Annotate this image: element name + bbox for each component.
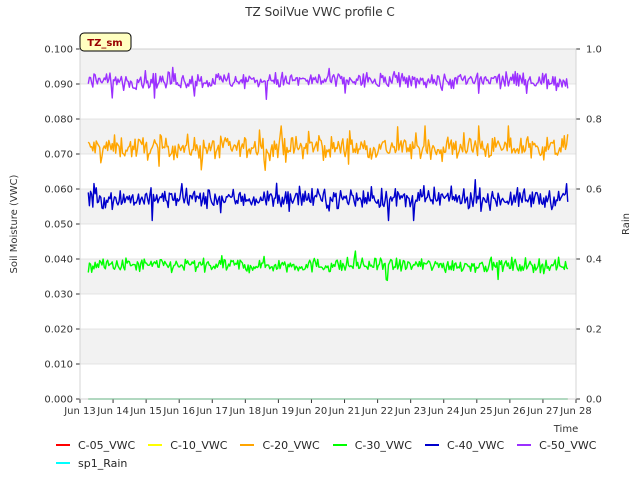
plot-frame: [79, 48, 577, 400]
y-tick-label: 0.000: [44, 395, 73, 406]
grid-band: [80, 329, 576, 364]
legend-label: C-10_VWC: [170, 438, 228, 452]
chart-title: TZ SoilVue VWC profile C: [244, 5, 395, 19]
x-tick-label: Jun 16: [162, 406, 195, 417]
y-tick-label: 0.100: [44, 45, 73, 56]
legend-label: C-50_VWC: [539, 438, 597, 452]
y2-tick-label: 0.2: [586, 325, 602, 336]
y-tick-label: 0.040: [44, 255, 73, 266]
y2-axis-label: Rain: [621, 213, 632, 235]
y-tick-label: 0.030: [44, 290, 73, 301]
y-tick-label: 0.090: [44, 80, 73, 91]
legend-item: sp1_Rain: [56, 457, 127, 470]
y2-tick-label: 0.0: [586, 395, 602, 406]
series-line-C-20_VWC: [87, 125, 569, 171]
legend-label: C-40_VWC: [446, 438, 505, 452]
x-tick-label: Jun 22: [361, 406, 394, 417]
legend-label: sp1_Rain: [78, 456, 128, 470]
legend-label: C-05_VWC: [78, 438, 136, 452]
x-tick-label: Jun 14: [96, 406, 129, 417]
legend-item: C-30_VWC: [332, 438, 412, 452]
legend-item: C-50_VWC: [517, 439, 596, 452]
y-tick-label: 0.050: [44, 220, 73, 231]
y-tick-label: 0.080: [44, 115, 73, 126]
series-line-C-40_VWC: [87, 179, 569, 222]
y2-tick-label: 0.8: [586, 115, 602, 126]
x-axis-label: Time: [553, 424, 578, 435]
annotation-box: [79, 32, 132, 52]
legend-swatch: [240, 444, 255, 446]
annotation-text: TZ_sm: [87, 38, 122, 49]
legend-label: C-20_VWC: [262, 438, 320, 452]
x-tick-label: Jun 20: [295, 406, 328, 417]
x-tick-label: Jun 25: [460, 406, 493, 417]
series-line-C-30_VWC: [87, 250, 569, 282]
y-tick-label: 0.070: [44, 150, 73, 161]
legend-item: C-05_VWC: [56, 439, 135, 452]
station-annotation: TZ_sm: [79, 32, 132, 52]
y2-tick-label: 0.6: [586, 185, 602, 196]
legend-swatch: [332, 444, 347, 446]
y2-tick-label: 1.0: [586, 45, 602, 56]
x-tick-label: Jun 15: [129, 406, 162, 417]
legend-swatch: [517, 444, 532, 446]
legend-row: sp1_Rain: [56, 454, 616, 472]
x-tick-label: Jun 24: [427, 406, 460, 417]
x-tick-label: Jun 21: [328, 406, 361, 417]
legend-item: C-20_VWC: [240, 438, 320, 452]
legend-swatch: [424, 444, 439, 446]
legend-swatch: [56, 444, 70, 446]
axes: 0.000 0.010 0.020 0.030 0.040 0.050 0.060 0.070…: [44, 45, 602, 418]
legend-swatch: [148, 444, 163, 446]
legend-row: C-05_VWC C-10_VWC C-20_VWC C-30_VWC C-40_VWC…: [56, 436, 616, 454]
x-tick-label: Jun 27: [526, 406, 559, 417]
y-tick-label: 0.010: [44, 360, 73, 371]
legend-label: C-30_VWC: [354, 438, 412, 452]
x-tick-label: Jun 13: [63, 406, 96, 417]
legend-item: C-40_VWC: [424, 438, 505, 452]
y2-tick-label: 0.4: [586, 255, 602, 266]
x-tick-label: Jun 19: [262, 406, 295, 417]
x-tick-label: Jun 18: [229, 406, 262, 417]
x-tick-label: Jun 28: [559, 406, 592, 417]
x-tick-label: Jun 17: [196, 406, 229, 417]
legend: C-05_VWC C-10_VWC C-20_VWC C-30_VWC C-40_VWC…: [56, 436, 616, 472]
y-tick-label: 0.020: [44, 325, 73, 336]
x-tick-label: Jun 26: [493, 406, 526, 417]
series-line-C-50_VWC: [87, 66, 569, 101]
y-tick-label: 0.060: [44, 185, 73, 196]
y-axis-label: Soil Moisture (VWC): [9, 174, 20, 273]
legend-swatch: [56, 462, 70, 464]
x-tick-label: Jun 23: [394, 406, 427, 417]
legend-item: C-10_VWC: [148, 439, 227, 452]
